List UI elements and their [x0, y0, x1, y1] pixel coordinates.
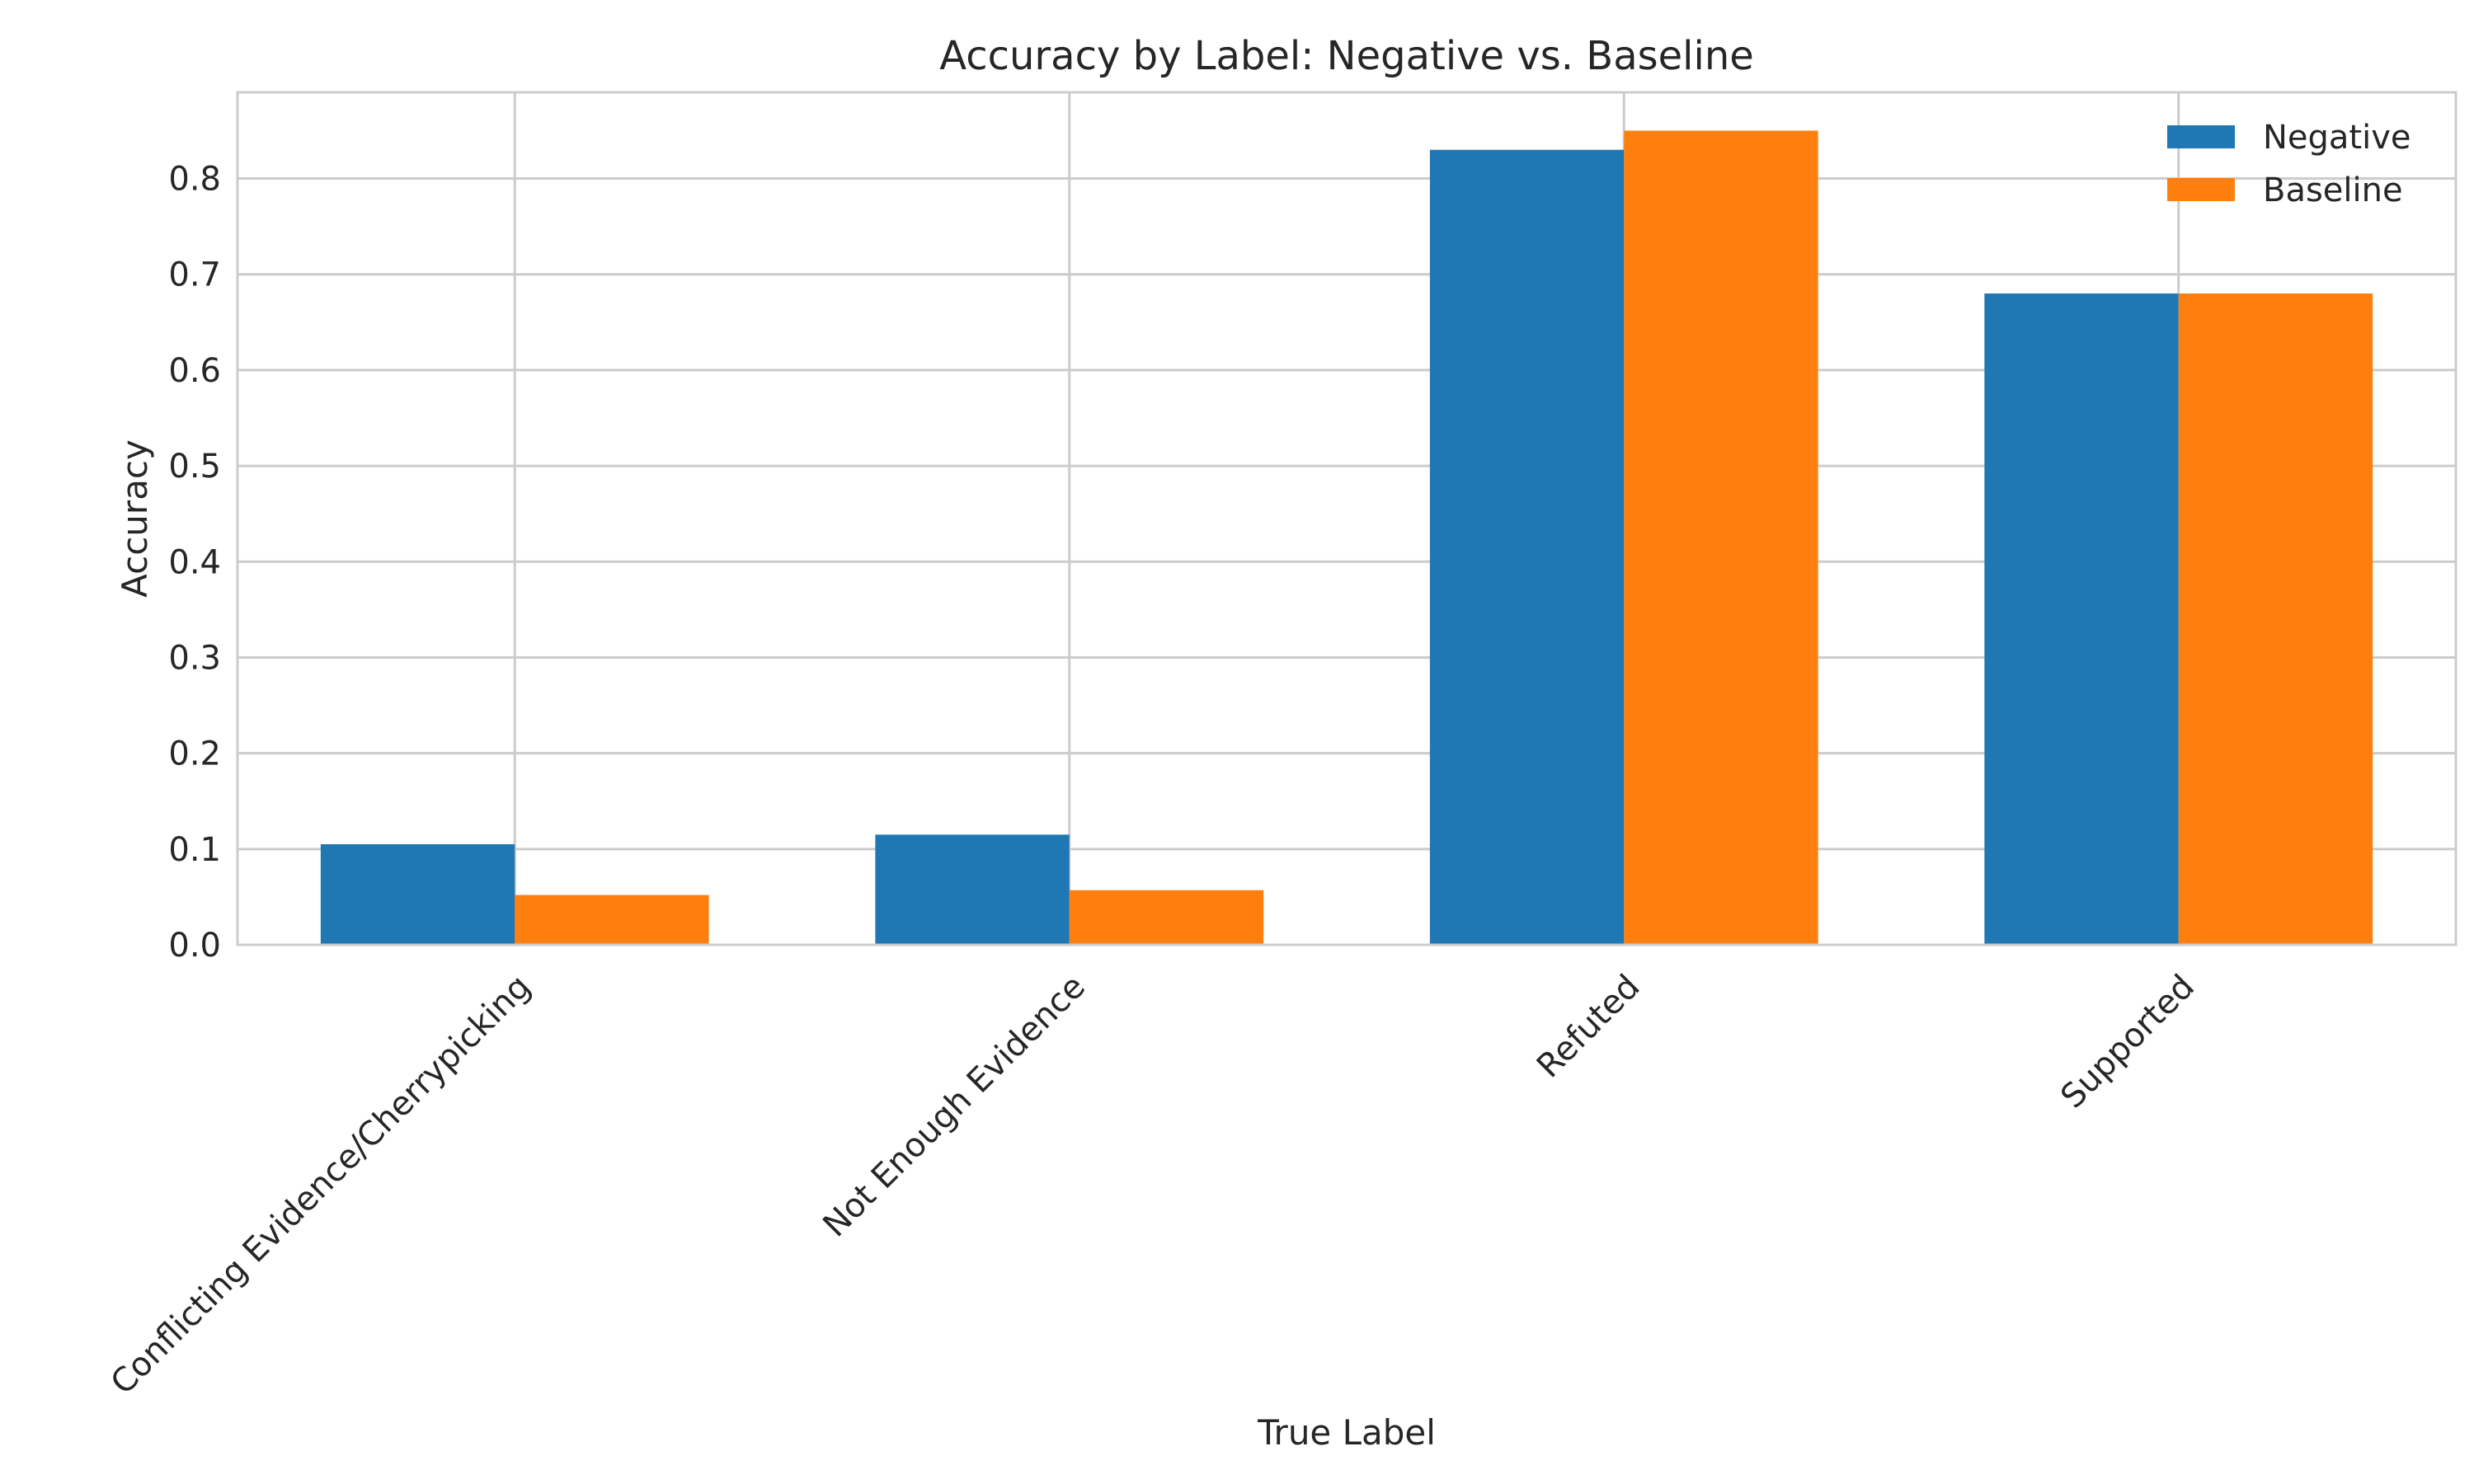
bar-negative-2 [1429, 149, 1625, 945]
bar-negative-0 [320, 844, 515, 945]
y-tick-label: 0.2 [168, 735, 221, 773]
y-tick-label: 0.6 [168, 352, 221, 390]
x-axis-label: True Label [1257, 1412, 1436, 1453]
bar-baseline-0 [515, 895, 709, 945]
chart-title: Accuracy by Label: Negative vs. Baseline [939, 33, 1754, 79]
y-tick-label: 0.8 [168, 161, 221, 199]
y-tick-label: 0.0 [168, 927, 221, 965]
y-tick-label: 0.3 [168, 639, 221, 677]
bars [320, 130, 2373, 945]
y-tick-label: 0.5 [168, 448, 221, 486]
y-tick-label: 0.7 [168, 256, 221, 294]
legend-swatch-baseline [2167, 178, 2235, 201]
legend-label-baseline: Baseline [2263, 171, 2403, 209]
y-tick-label: 0.4 [168, 543, 221, 581]
plot-frame [236, 91, 2458, 946]
legend-label-negative: Negative [2263, 119, 2411, 157]
bar-baseline-1 [1069, 890, 1264, 945]
legend: Negative Baseline [2167, 119, 2411, 209]
y-tick-label: 0.1 [168, 831, 221, 869]
bar-negative-3 [1984, 293, 2179, 945]
y-axis-label: Accuracy [115, 439, 155, 598]
y-axis-ticks: 0.0 0.1 0.2 0.3 0.4 0.5 0.6 0.7 0.8 [168, 161, 221, 965]
bar-baseline-2 [1624, 130, 1818, 945]
bar-baseline-3 [2178, 293, 2373, 945]
bar-negative-1 [875, 834, 1070, 945]
legend-swatch-negative [2167, 125, 2235, 148]
